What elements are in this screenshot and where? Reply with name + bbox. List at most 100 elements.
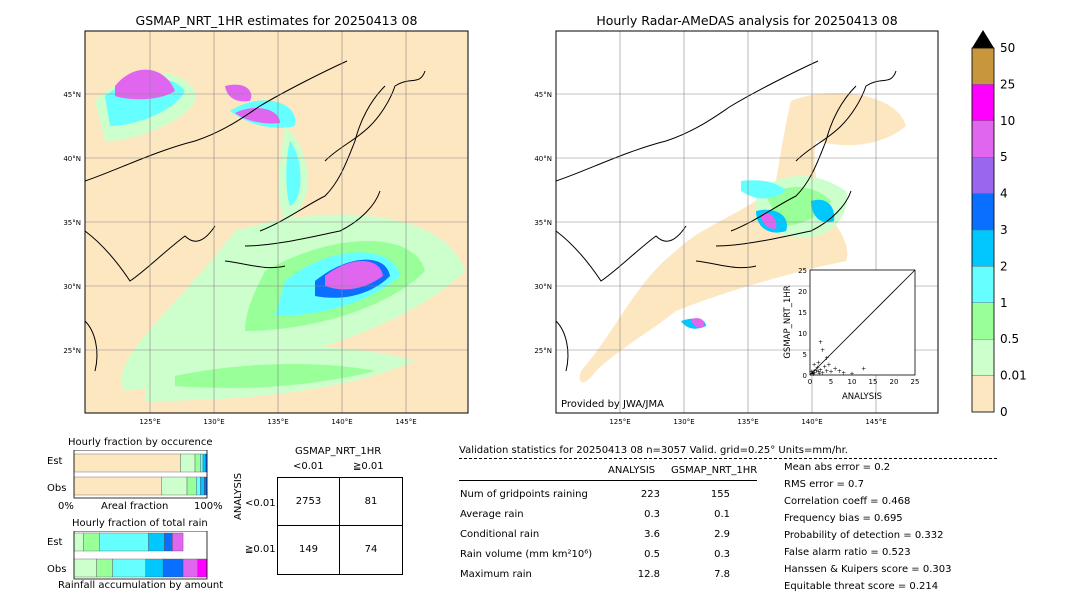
fraction-segment bbox=[186, 476, 197, 496]
validation-row-gsmap: 2.9 bbox=[714, 529, 730, 540]
fraction-segment bbox=[148, 532, 165, 552]
validation-header: Validation statistics for 20250413 08 n=… bbox=[459, 445, 848, 456]
score-line: Frequency bias = 0.695 bbox=[784, 513, 903, 524]
contingency-vline bbox=[339, 478, 340, 574]
left-map-lon-labels: 125°E 130°E 135°E 140°E 145°E bbox=[139, 418, 416, 426]
scatter-x-tick: 20 bbox=[890, 378, 899, 386]
scatter-y-tick: 5 bbox=[803, 351, 807, 359]
scatter-point: + bbox=[812, 362, 817, 369]
lon-label: 140°E bbox=[331, 418, 352, 426]
colorbar-block bbox=[971, 302, 995, 340]
lat-label: 35°N bbox=[63, 219, 81, 227]
scatter-y-tick: 20 bbox=[798, 288, 807, 296]
contingency-col-label: <0.01 bbox=[293, 461, 324, 472]
total-bars bbox=[73, 532, 208, 578]
scatter-point: + bbox=[818, 367, 823, 374]
scatter-y-tick: 25 bbox=[798, 267, 807, 275]
scatter-point: + bbox=[816, 359, 821, 366]
colorbar-block bbox=[971, 339, 995, 376]
colorbar-label: 2 bbox=[1000, 259, 1008, 273]
fraction-segment bbox=[99, 532, 149, 552]
left-map: 45°N 40°N 35°N 30°N 25°N 125°E 130°E 135… bbox=[63, 30, 469, 426]
colorbar-block bbox=[971, 84, 995, 122]
scatter-point: + bbox=[817, 370, 822, 377]
score-line: False alarm ratio = 0.523 bbox=[784, 547, 911, 558]
left-map-title: GSMAP_NRT_1HR estimates for 20250413 08 bbox=[135, 13, 418, 28]
fraction-occurrence-row-obs: Obs bbox=[47, 483, 67, 494]
fraction-total-title: Hourly fraction of total rain bbox=[72, 518, 208, 529]
validation-row-gsmap: 155 bbox=[710, 489, 730, 500]
lon-label: 125°E bbox=[609, 418, 630, 426]
fraction-segment bbox=[73, 532, 84, 552]
lat-label: 40°N bbox=[63, 155, 81, 163]
fraction-segment bbox=[196, 476, 201, 496]
total-frame bbox=[73, 531, 208, 580]
credit-text: Provided by JWA/JMA bbox=[561, 399, 664, 410]
scatter-x-tick: 10 bbox=[848, 378, 857, 386]
validation-row-analysis: 0.3 bbox=[644, 509, 660, 520]
colorbar-block bbox=[971, 120, 995, 158]
occurrence-axis-left: 0% bbox=[58, 501, 74, 512]
scatter-point: + bbox=[849, 371, 854, 378]
contingency-cell: 2753 bbox=[295, 496, 322, 507]
scatter-points: ++++++++ ++ + ++ ++++++++++++ bbox=[809, 339, 867, 378]
fraction-segment bbox=[202, 453, 206, 473]
scatter-point: + bbox=[812, 368, 817, 375]
score-line: Probability of detection = 0.332 bbox=[784, 530, 944, 541]
fraction-segment bbox=[200, 453, 204, 473]
colorbar-block bbox=[971, 266, 995, 303]
fraction-segment bbox=[194, 453, 201, 473]
colorbar-label: 0.01 bbox=[1000, 369, 1027, 383]
fraction-segment bbox=[112, 558, 147, 578]
colorbar-label: 4 bbox=[1000, 187, 1008, 201]
lon-label: 135°E bbox=[267, 418, 288, 426]
validation-row-label: Conditional rain bbox=[460, 529, 540, 540]
colorbar-label: 1 bbox=[1000, 296, 1008, 310]
contingency-cell: 81 bbox=[364, 496, 378, 507]
occurrence-bars bbox=[73, 453, 208, 496]
scatter-ylabel: GSMAP_NRT_1HR bbox=[783, 285, 793, 358]
scatter-point: + bbox=[809, 369, 814, 376]
colorbar-blocks bbox=[971, 47, 995, 413]
colorbar-label: 3 bbox=[1000, 223, 1008, 237]
fraction-segment bbox=[162, 558, 184, 578]
scatter-point: + bbox=[828, 369, 833, 376]
scatter-point: + bbox=[824, 355, 829, 362]
scatter-point: + bbox=[812, 370, 817, 377]
validation-row-label: Average rain bbox=[460, 509, 524, 520]
scatter-inset: ++++++++ ++ + ++ ++++++++++++ 0 5 10 15 20 25 0 5 1… bbox=[783, 267, 919, 402]
scatter-point: + bbox=[820, 347, 825, 354]
scatter-point: + bbox=[816, 369, 821, 376]
contingency-hline bbox=[278, 525, 402, 526]
scatter-y-ticks: 0 5 10 15 20 25 bbox=[798, 267, 807, 380]
validation-row-analysis: 3.6 bbox=[644, 529, 660, 540]
lon-label: 125°E bbox=[139, 418, 160, 426]
scatter-diagonal bbox=[809, 269, 916, 376]
colorbar-over-triangle bbox=[972, 30, 994, 48]
occurrence-frame bbox=[73, 450, 208, 499]
colorbar-block bbox=[971, 47, 995, 85]
score-line: RMS error = 0.7 bbox=[784, 479, 864, 490]
fraction-segment bbox=[96, 558, 113, 578]
scatter-point: + bbox=[818, 339, 823, 346]
score-line: Mean abs error = 0.2 bbox=[784, 462, 891, 473]
fraction-occurrence-chart bbox=[73, 450, 208, 499]
colorbar-label: 0.5 bbox=[1000, 332, 1019, 346]
fraction-segment bbox=[180, 453, 196, 473]
fraction-segment bbox=[73, 453, 181, 473]
lat-label: 45°N bbox=[63, 91, 81, 99]
validation-row-label: Maximum rain bbox=[460, 569, 532, 580]
fraction-occurrence-title: Hourly fraction by occurence bbox=[68, 437, 213, 448]
scatter-point: + bbox=[822, 364, 827, 371]
scatter-point: + bbox=[833, 366, 838, 373]
lon-label: 130°E bbox=[203, 418, 224, 426]
scatter-x-tick: 15 bbox=[869, 378, 878, 386]
fraction-segment bbox=[161, 476, 188, 496]
contingency-row-label: <0.01 bbox=[245, 498, 276, 509]
validation-divider bbox=[459, 458, 997, 459]
left-map-gridlines bbox=[85, 31, 468, 413]
colorbar-label: 0 bbox=[1000, 405, 1008, 419]
validation-row-gsmap: 7.8 bbox=[714, 569, 730, 580]
validation-row-analysis: 223 bbox=[640, 489, 660, 500]
contingency-row-axis: ANALYSIS bbox=[233, 472, 244, 520]
